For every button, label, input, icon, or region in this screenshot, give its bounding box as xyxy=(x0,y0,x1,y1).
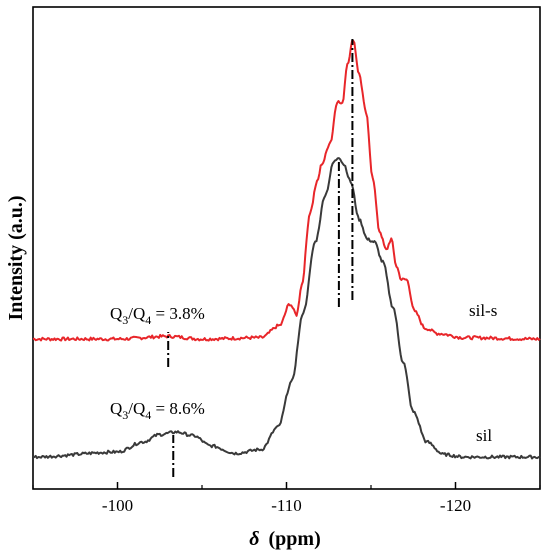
x-axis-label: δ (ppm) xyxy=(249,528,320,550)
marker-layer xyxy=(167,39,354,477)
series-label-sil-s: sil-s xyxy=(469,301,497,320)
x-axis-label-symbol: δ xyxy=(249,528,259,550)
x-tick-label: -120 xyxy=(440,496,471,515)
ratio-annotation-sil-s: Q3/Q4 = 3.8% xyxy=(110,304,205,327)
series-label-sil: sil xyxy=(476,426,492,445)
x-tick-label: -100 xyxy=(102,496,133,515)
series-layer xyxy=(32,39,541,460)
y-axis-label: Intensity (a.u.) xyxy=(5,195,27,320)
x-axis-label-unit: (ppm) xyxy=(269,528,321,550)
x-tick-label: -110 xyxy=(271,496,302,515)
series-line-sil xyxy=(32,157,541,460)
ratio-annotation-sil: Q3/Q4 = 8.6% xyxy=(110,399,205,422)
series-line-sil-s xyxy=(32,39,541,342)
x-axis-ticks: -100 -110 -120 xyxy=(32,482,541,515)
